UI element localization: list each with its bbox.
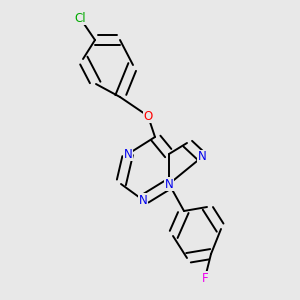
Text: O: O bbox=[143, 110, 153, 122]
Text: N: N bbox=[124, 148, 132, 160]
Text: Cl: Cl bbox=[74, 11, 86, 25]
Text: N: N bbox=[198, 151, 206, 164]
Text: N: N bbox=[165, 178, 173, 190]
Text: N: N bbox=[139, 194, 147, 206]
Text: F: F bbox=[202, 272, 208, 284]
